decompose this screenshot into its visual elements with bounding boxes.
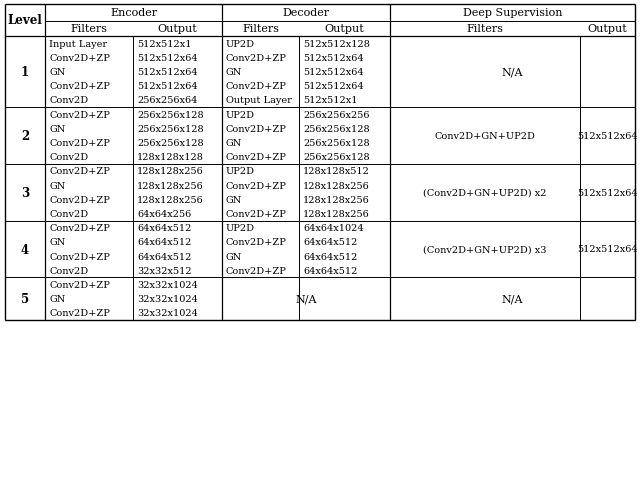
Text: 1: 1 xyxy=(21,66,29,79)
Text: 128x128x256: 128x128x256 xyxy=(137,181,204,190)
Text: Conv2D: Conv2D xyxy=(49,266,88,275)
Text: 2: 2 xyxy=(21,130,29,143)
Text: 32x32x1024: 32x32x1024 xyxy=(137,281,198,290)
Text: 512x512x64: 512x512x64 xyxy=(303,82,364,91)
Text: 512x512x128: 512x512x128 xyxy=(303,40,370,49)
Text: (Conv2D+GN+UP2D) x3: (Conv2D+GN+UP2D) x3 xyxy=(423,245,547,254)
Text: Conv2D: Conv2D xyxy=(49,96,88,105)
Text: 3: 3 xyxy=(21,186,29,199)
Text: Conv2D+ZP: Conv2D+ZP xyxy=(226,266,287,275)
Text: Conv2D+ZP: Conv2D+ZP xyxy=(226,82,287,91)
Text: 64x64x512: 64x64x512 xyxy=(303,238,357,247)
Text: 512x512x1: 512x512x1 xyxy=(303,96,358,105)
Text: 32x32x1024: 32x32x1024 xyxy=(137,309,198,318)
Text: Output: Output xyxy=(324,25,364,35)
Text: 4: 4 xyxy=(21,243,29,256)
Text: Conv2D+ZP: Conv2D+ZP xyxy=(49,139,110,148)
Text: Conv2D+ZP: Conv2D+ZP xyxy=(49,252,110,261)
Text: GN: GN xyxy=(49,181,65,190)
Text: GN: GN xyxy=(49,125,65,134)
Text: Conv2D+ZP: Conv2D+ZP xyxy=(226,54,287,63)
Text: Conv2D+ZP: Conv2D+ZP xyxy=(49,281,110,290)
Text: N/A: N/A xyxy=(295,294,317,304)
Text: Conv2D+ZP: Conv2D+ZP xyxy=(49,54,110,63)
Text: Deep Supervision: Deep Supervision xyxy=(463,9,563,19)
Text: Conv2D: Conv2D xyxy=(49,209,88,218)
Text: GN: GN xyxy=(226,195,243,204)
Text: Conv2D+ZP: Conv2D+ZP xyxy=(226,153,287,162)
Text: 64x64x512: 64x64x512 xyxy=(137,224,191,233)
Text: Conv2D+ZP: Conv2D+ZP xyxy=(226,209,287,218)
Text: Level: Level xyxy=(8,15,42,28)
Text: Conv2D+ZP: Conv2D+ZP xyxy=(49,309,110,318)
Text: Conv2D+ZP: Conv2D+ZP xyxy=(49,110,110,119)
Text: 128x128x256: 128x128x256 xyxy=(303,181,370,190)
Text: GN: GN xyxy=(226,252,243,261)
Text: Output: Output xyxy=(157,25,197,35)
Text: 128x128x256: 128x128x256 xyxy=(137,167,204,176)
Text: 512x512x64: 512x512x64 xyxy=(137,54,198,63)
Text: 64x64x512: 64x64x512 xyxy=(137,252,191,261)
Text: UP2D: UP2D xyxy=(226,110,255,119)
Text: 256x256x128: 256x256x128 xyxy=(137,125,204,134)
Text: 128x128x256: 128x128x256 xyxy=(137,195,204,204)
Text: 512x512x64: 512x512x64 xyxy=(577,132,638,141)
Text: 64x64x512: 64x64x512 xyxy=(137,238,191,247)
Text: Conv2D+ZP: Conv2D+ZP xyxy=(226,125,287,134)
Text: Decoder: Decoder xyxy=(282,9,330,19)
Text: 128x128x256: 128x128x256 xyxy=(303,209,370,218)
Text: 256x256x64: 256x256x64 xyxy=(137,96,197,105)
Text: 128x128x256: 128x128x256 xyxy=(303,195,370,204)
Text: 512x512x64: 512x512x64 xyxy=(577,245,638,254)
Text: 512x512x64: 512x512x64 xyxy=(303,68,364,77)
Text: Filters: Filters xyxy=(70,25,108,35)
Text: 256x256x128: 256x256x128 xyxy=(303,125,370,134)
Text: UP2D: UP2D xyxy=(226,224,255,233)
Text: 256x256x128: 256x256x128 xyxy=(303,153,370,162)
Text: Conv2D: Conv2D xyxy=(49,153,88,162)
Text: Conv2D+ZP: Conv2D+ZP xyxy=(226,181,287,190)
Text: 512x512x64: 512x512x64 xyxy=(137,82,198,91)
Text: 256x256x128: 256x256x128 xyxy=(303,139,370,148)
Text: 256x256x128: 256x256x128 xyxy=(137,139,204,148)
Text: 128x128x128: 128x128x128 xyxy=(137,153,204,162)
Text: GN: GN xyxy=(226,139,243,148)
Text: Conv2D+ZP: Conv2D+ZP xyxy=(49,82,110,91)
Text: Output: Output xyxy=(588,25,627,35)
Text: N/A: N/A xyxy=(502,294,524,304)
Text: 256x256x128: 256x256x128 xyxy=(137,110,204,119)
Text: Filters: Filters xyxy=(242,25,279,35)
Text: Output Layer: Output Layer xyxy=(226,96,292,105)
Text: Conv2D+ZP: Conv2D+ZP xyxy=(226,238,287,247)
Text: 512x512x64: 512x512x64 xyxy=(137,68,198,77)
Text: 32x32x1024: 32x32x1024 xyxy=(137,295,198,304)
Text: 512x512x64: 512x512x64 xyxy=(303,54,364,63)
Text: 512x512x64: 512x512x64 xyxy=(577,188,638,197)
Text: GN: GN xyxy=(49,238,65,247)
Text: Filters: Filters xyxy=(467,25,504,35)
Text: Conv2D+ZP: Conv2D+ZP xyxy=(49,224,110,233)
Text: 256x256x256: 256x256x256 xyxy=(303,110,369,119)
Text: Conv2D+ZP: Conv2D+ZP xyxy=(49,167,110,176)
Text: GN: GN xyxy=(49,295,65,304)
Text: Conv2D+GN+UP2D: Conv2D+GN+UP2D xyxy=(435,132,536,141)
Text: 5: 5 xyxy=(21,293,29,306)
Text: 128x128x512: 128x128x512 xyxy=(303,167,370,176)
Text: 32x32x512: 32x32x512 xyxy=(137,266,191,275)
Text: 512x512x1: 512x512x1 xyxy=(137,40,191,49)
Text: 64x64x256: 64x64x256 xyxy=(137,209,191,218)
Text: GN: GN xyxy=(49,68,65,77)
Text: N/A: N/A xyxy=(502,67,524,77)
Text: 64x64x512: 64x64x512 xyxy=(303,252,357,261)
Text: UP2D: UP2D xyxy=(226,40,255,49)
Text: 64x64x1024: 64x64x1024 xyxy=(303,224,364,233)
Text: Conv2D+ZP: Conv2D+ZP xyxy=(49,195,110,204)
Text: (Conv2D+GN+UP2D) x2: (Conv2D+GN+UP2D) x2 xyxy=(423,188,547,197)
Text: 64x64x512: 64x64x512 xyxy=(303,266,357,275)
Text: UP2D: UP2D xyxy=(226,167,255,176)
Text: Input Layer: Input Layer xyxy=(49,40,107,49)
Text: GN: GN xyxy=(226,68,243,77)
Text: Encoder: Encoder xyxy=(110,9,157,19)
